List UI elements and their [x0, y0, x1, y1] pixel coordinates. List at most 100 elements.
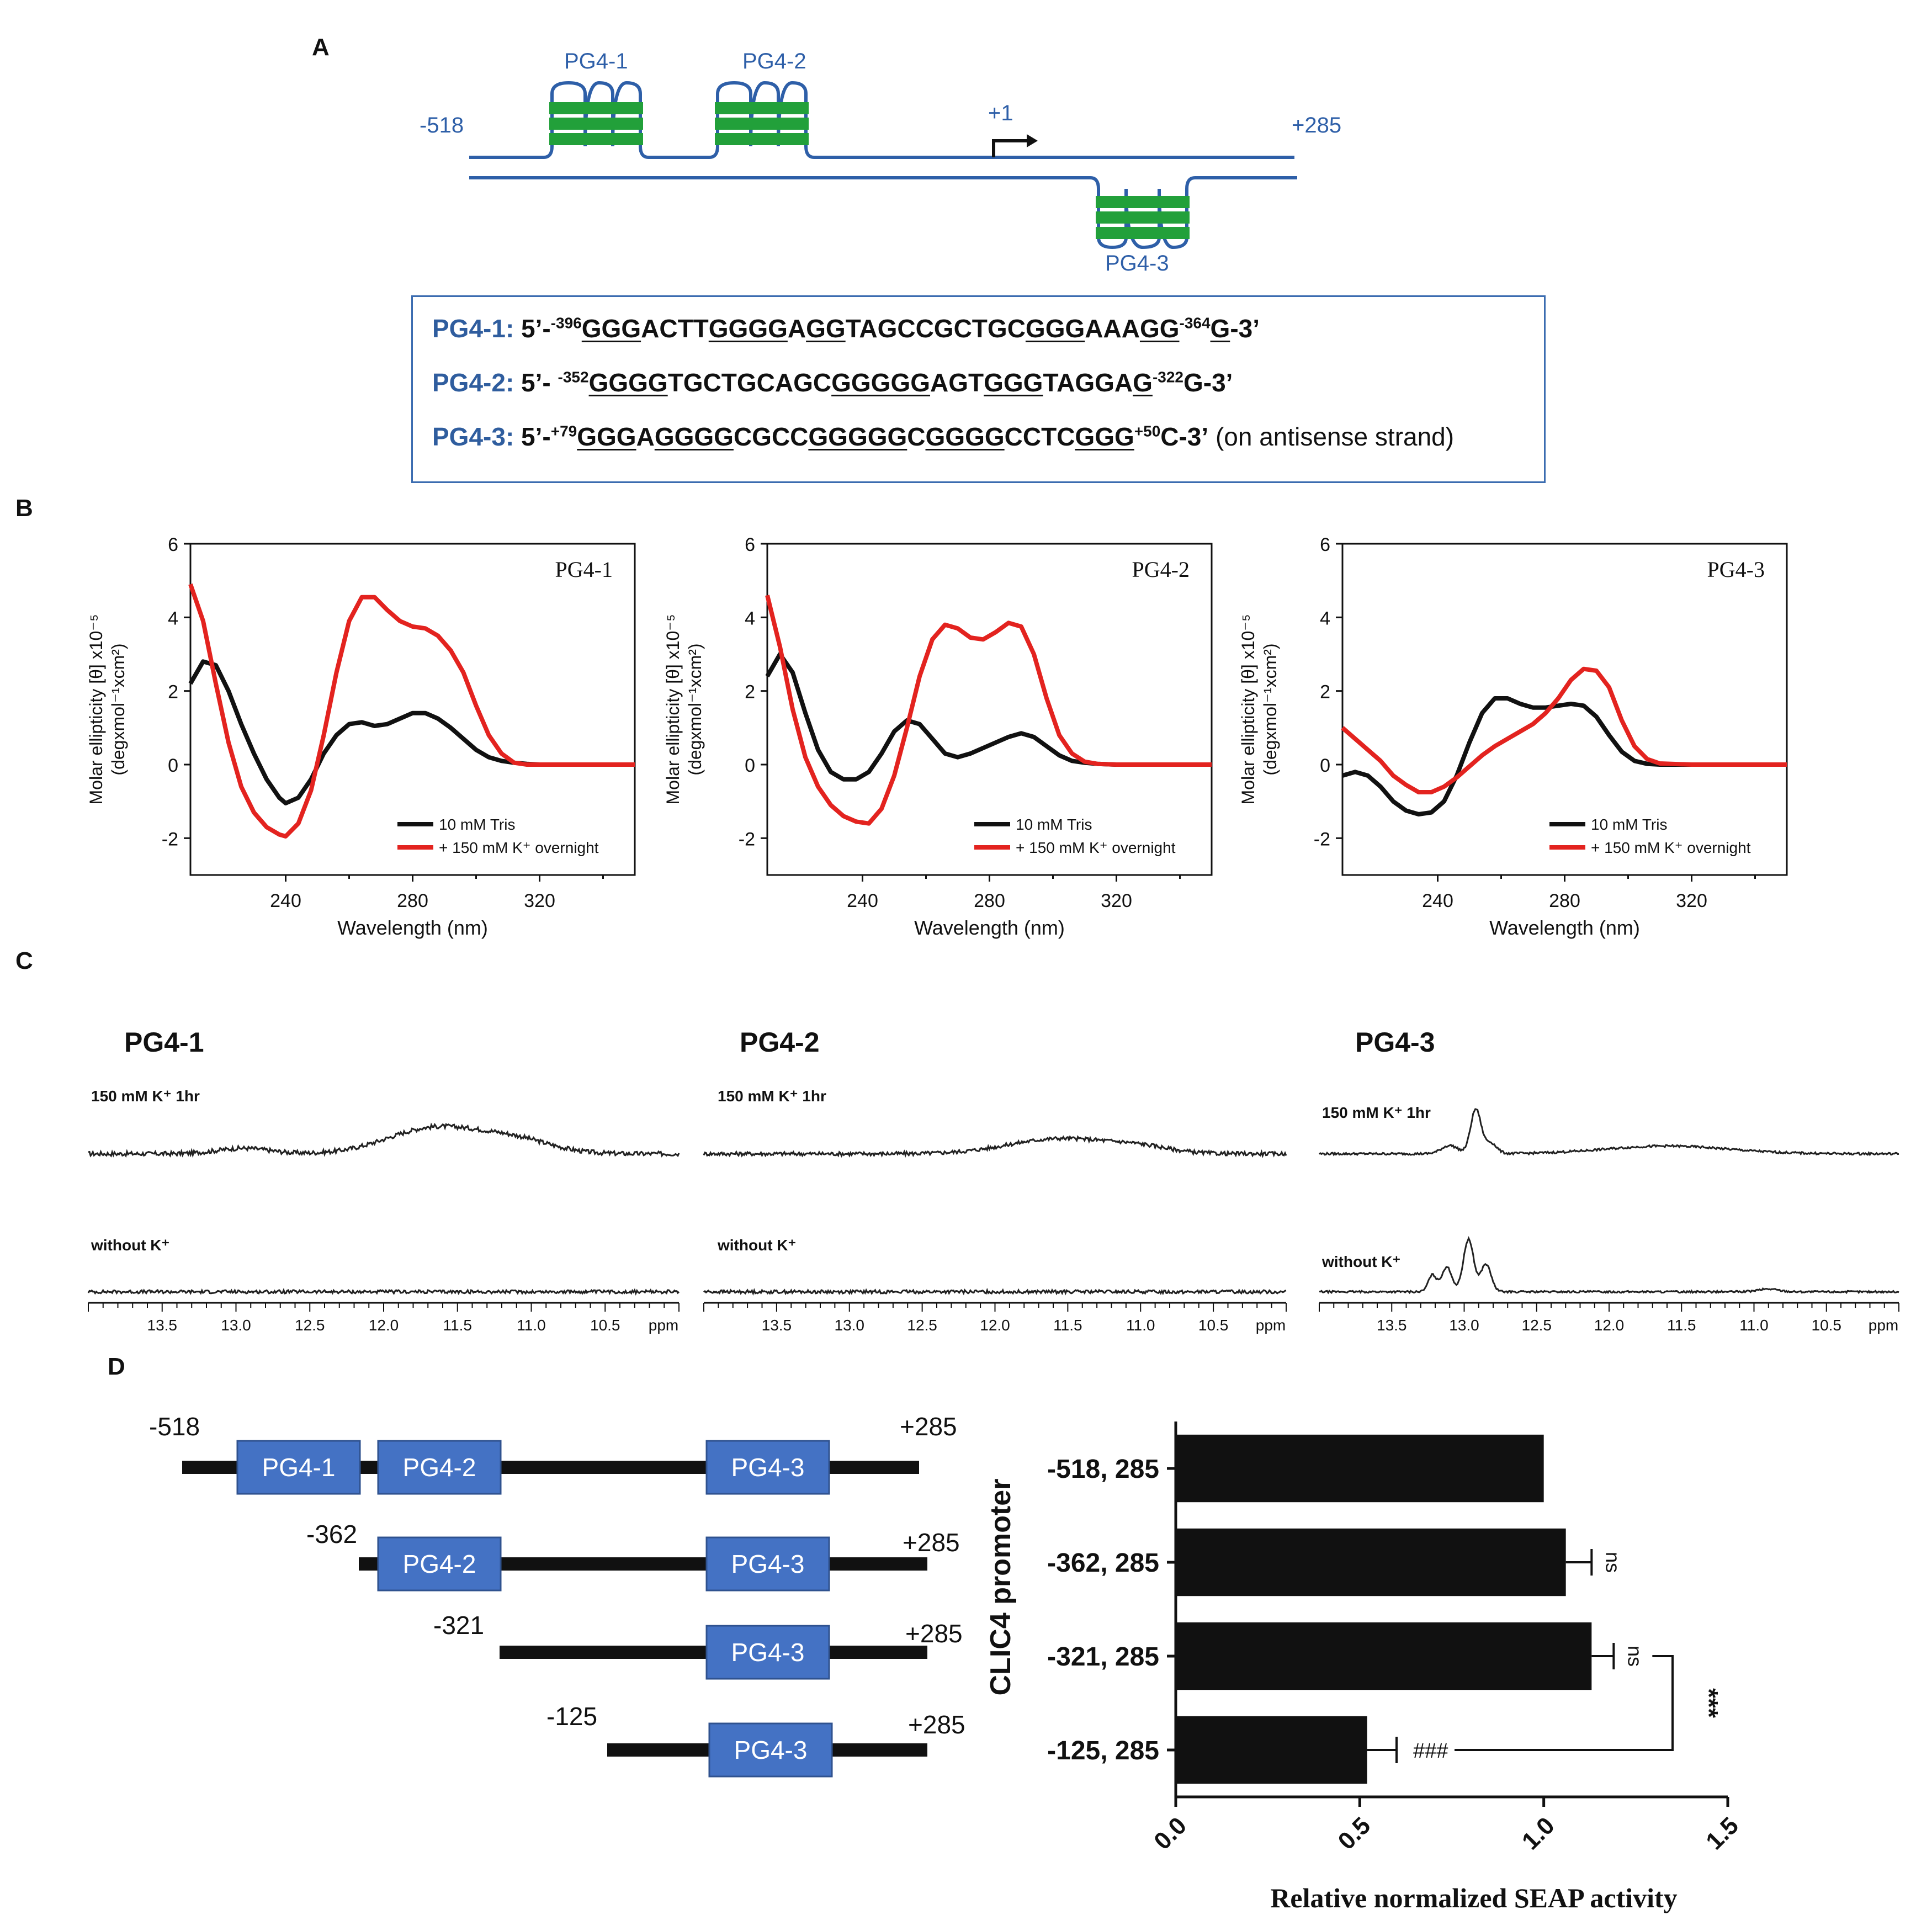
y-axis-label-units: (degxmol⁻¹xcm²) — [685, 643, 705, 775]
nmr-trace-label: without K⁺ — [717, 1237, 796, 1254]
g4-quadruplex-3 — [1096, 196, 1190, 239]
ppm-tick-label: 12.0 — [369, 1317, 399, 1334]
legend-label: 10 mM Tris — [1591, 816, 1667, 833]
ppm-tick-label: 13.0 — [1449, 1317, 1479, 1334]
ppm-tick-label: 12.5 — [907, 1317, 937, 1334]
construct-g4-label: PG4-2 — [403, 1453, 476, 1482]
bar — [1176, 1716, 1367, 1784]
sequence-segment: ACTT — [641, 314, 709, 343]
series-line — [1341, 666, 1787, 794]
sequence-segment: GGG — [577, 422, 636, 451]
sequence-segment: A — [787, 314, 806, 343]
construct-g4-box — [705, 1440, 830, 1495]
construct-diagrams: -518 +285 PG4-1 PG4-2 PG4-3 -362 +285 PG4-2 PG4-… — [149, 1412, 965, 1778]
construct-g4-label: PG4-3 — [731, 1550, 805, 1578]
y-tick-label: 4 — [168, 608, 178, 629]
construct-g4-box — [377, 1440, 502, 1495]
x-tick-label: 320 — [524, 890, 555, 911]
tss-arrow-icon — [992, 139, 1027, 157]
x-tick-label: 1.0 — [1517, 1812, 1560, 1855]
nmr-title: PG4-3 — [1355, 1027, 1435, 1058]
category-label: -362, 285 — [1047, 1548, 1159, 1578]
y-axis-label: Molar ellipticity [θ] x10⁻⁵ — [663, 614, 683, 805]
x-axis-label: Wavelength (nm) — [914, 916, 1065, 939]
construct-row: -362 +285 PG4-2 PG4-3 — [306, 1520, 960, 1592]
construct-g4-label: PG4-3 — [731, 1453, 805, 1482]
x-tick-label: 320 — [1676, 890, 1707, 911]
y-tick-label: -2 — [739, 829, 755, 850]
construct-g4-box — [236, 1440, 361, 1495]
series-line — [188, 659, 635, 805]
nmr-chart: PG4-3 150 mM K⁺ 1hr without K⁺ 13.5 13.0 12.5… — [1319, 1027, 1899, 1334]
significance-label: ns — [1601, 1552, 1624, 1573]
chart-title: PG4-1 — [555, 557, 613, 582]
y-tick-label: 6 — [168, 534, 178, 555]
sequence-name: PG4-1: — [432, 314, 522, 343]
x-tick-label: 280 — [397, 890, 428, 911]
y-tick-label: -2 — [1314, 829, 1330, 850]
ppm-tick-label: 13.5 — [1377, 1317, 1407, 1334]
ppm-tick-label: 11.0 — [1739, 1317, 1768, 1334]
ppm-tick-label: 11.5 — [443, 1317, 472, 1334]
legend-label: + 150 mM K⁺ overnight — [1591, 839, 1751, 856]
construct-end-label: +285 — [908, 1710, 965, 1739]
seap-bar-chart: -518, 285 -362, 285 ns -321, 285 ns -125, 285… — [985, 1422, 1744, 1913]
bar — [1176, 1622, 1592, 1690]
construct-g4-box — [705, 1536, 830, 1592]
sequence-segment: C-3’ — [1160, 422, 1209, 451]
y-axis-label-group: Molar ellipticity [θ] x10⁻⁵ (degxmol⁻¹xcm… — [86, 614, 128, 805]
series-line — [188, 583, 635, 839]
nmr-trace — [703, 1135, 1287, 1159]
series-line — [1341, 696, 1787, 816]
ppm-tick-label: 12.0 — [980, 1317, 1010, 1334]
y-axis-label-group: Molar ellipticity [θ] x10⁻⁵ (degxmol⁻¹xcm… — [1238, 614, 1280, 805]
cd-chart: -2 0 2 4 6 240 280 320 Wavelength (nm) Molar elli… — [1238, 534, 1788, 939]
sequence-segment: AGT — [930, 368, 984, 397]
ppm-tick-label: 12.5 — [1522, 1317, 1552, 1334]
sequence-segment: GGG — [1075, 422, 1134, 451]
legend-label: + 150 mM K⁺ overnight — [1016, 839, 1176, 856]
y-tick-label: 2 — [745, 682, 755, 703]
ppm-tick-label: 13.5 — [762, 1317, 792, 1334]
y-tick-label: 0 — [1320, 755, 1330, 776]
sequence-segment: TAGGA — [1043, 368, 1133, 397]
promoter-schematic: -518 +285 +1 PG4-1 PG4-2 PG4-3 — [420, 49, 1341, 275]
sequence-segment: GGGGG — [831, 368, 931, 397]
ppm-tick-label: 10.5 — [1812, 1317, 1842, 1334]
sequence-segment: GGGG — [925, 422, 1005, 451]
y-tick-label: 0 — [168, 755, 178, 776]
bar — [1176, 1528, 1566, 1597]
y-axis-label: Molar ellipticity [θ] x10⁻⁵ — [1238, 614, 1258, 805]
chart-title: PG4-2 — [1132, 557, 1190, 582]
construct-row: -125 +285 PG4-3 — [546, 1702, 965, 1778]
sequence-segment: GG — [806, 314, 846, 343]
nmr-chart: PG4-1 150 mM K⁺ 1hr without K⁺ 13.5 13.0 12.5… — [87, 1027, 680, 1334]
legend-label: 10 mM Tris — [439, 816, 515, 833]
sequence-segment: G — [1210, 314, 1230, 343]
y-axis-label-units: (degxmol⁻¹xcm²) — [1260, 643, 1280, 775]
sequence-segment: GGGGG — [808, 422, 907, 451]
sequence-segment: GGG — [581, 314, 641, 343]
sequence-position: -352 — [558, 368, 589, 386]
panel-letter-c: C — [15, 947, 33, 974]
sequence-segment: G-3’ — [1183, 368, 1233, 397]
sequence-segment: GGG — [984, 368, 1043, 397]
y-tick-label: 6 — [1320, 534, 1330, 555]
x-axis-label: Relative normalized SEAP activity — [1270, 1882, 1677, 1913]
g4-label-1: PG4-1 — [564, 49, 628, 73]
nmr-trace-label: 150 mM K⁺ 1hr — [1322, 1104, 1431, 1121]
legend-label: 10 mM Tris — [1016, 816, 1092, 833]
ppm-axis-label: ppm — [649, 1317, 678, 1334]
construct-g4-label: PG4-3 — [731, 1638, 805, 1667]
ppm-tick-label: 12.0 — [1594, 1317, 1625, 1334]
sequence-name: PG4-2: — [432, 368, 522, 397]
y-tick-label: 2 — [168, 682, 178, 703]
nmr-trace-label: without K⁺ — [91, 1237, 169, 1254]
sequence-position: -364 — [1179, 314, 1211, 332]
sequence-position: +50 — [1134, 422, 1161, 440]
construct-start-label: -125 — [546, 1702, 597, 1731]
sequence-segment: GGGG — [654, 422, 734, 451]
nmr-title: PG4-2 — [740, 1027, 820, 1058]
y-tick-label: 6 — [745, 534, 755, 555]
category-label: -125, 285 — [1047, 1736, 1159, 1765]
